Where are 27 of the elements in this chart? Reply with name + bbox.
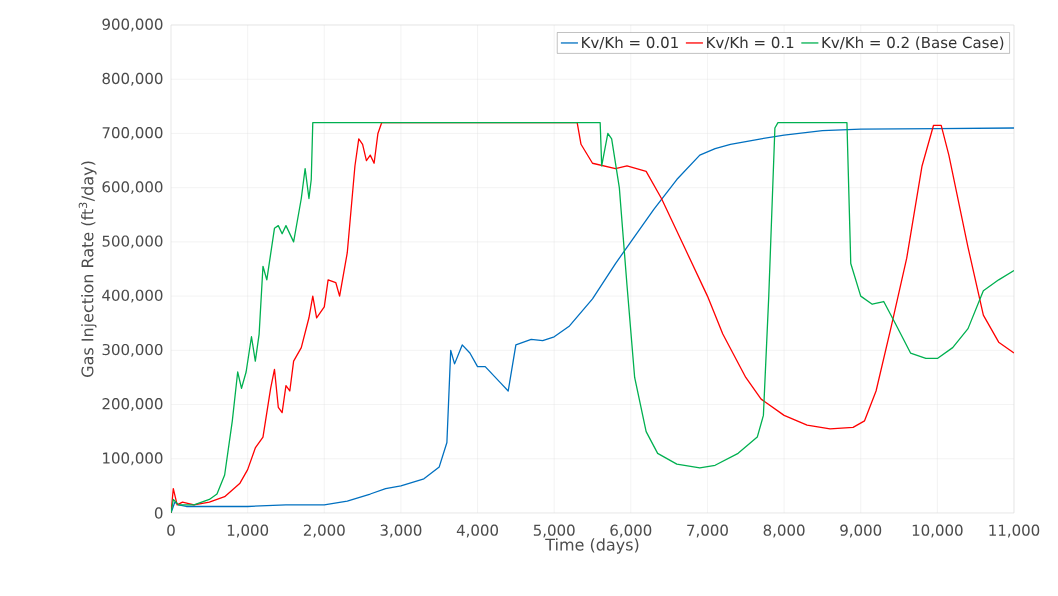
y-tick-label: 300,000 [102, 343, 163, 357]
x-tick-label: 11,000 [989, 524, 1040, 538]
y-axis-title: Gas Injection Rate (ft$^{3}$/day) [78, 161, 97, 377]
legend-label: Kv/Kh = 0.2 (Base Case) [822, 36, 1004, 50]
y-tick-label: 700,000 [102, 126, 163, 140]
x-tick-label: 2,000 [303, 524, 345, 538]
x-tick-label: 1,000 [227, 524, 269, 538]
y-tick-label: 500,000 [102, 235, 163, 249]
x-tick-label: 10,000 [912, 524, 963, 538]
y-tick-label: 600,000 [102, 181, 163, 195]
x-tick-label: 9,000 [840, 524, 882, 538]
legend-label: Kv/Kh = 0.01 [582, 36, 678, 50]
legend-label: Kv/Kh = 0.1 [707, 36, 794, 50]
y-tick-label: 800,000 [102, 72, 163, 86]
x-tick-label: 0 [167, 524, 175, 536]
x-tick-label: 6,000 [610, 524, 652, 538]
y-tick-label: 100,000 [103, 452, 163, 466]
y-tick-label: 200,000 [102, 398, 163, 411]
x-tick-label: 8,000 [763, 524, 805, 538]
x-axis-title: Time (days) [545, 538, 639, 554]
x-tick-label: 7,000 [687, 524, 728, 538]
y-tick-label: 0 [154, 507, 163, 519]
y-tick-label: 400,000 [102, 289, 163, 303]
x-tick-label: 5,000 [533, 524, 575, 538]
x-tick-label: 4,000 [456, 524, 499, 538]
y-tick-label: 900,000 [102, 18, 163, 32]
x-tick-label: 3,000 [380, 524, 422, 538]
